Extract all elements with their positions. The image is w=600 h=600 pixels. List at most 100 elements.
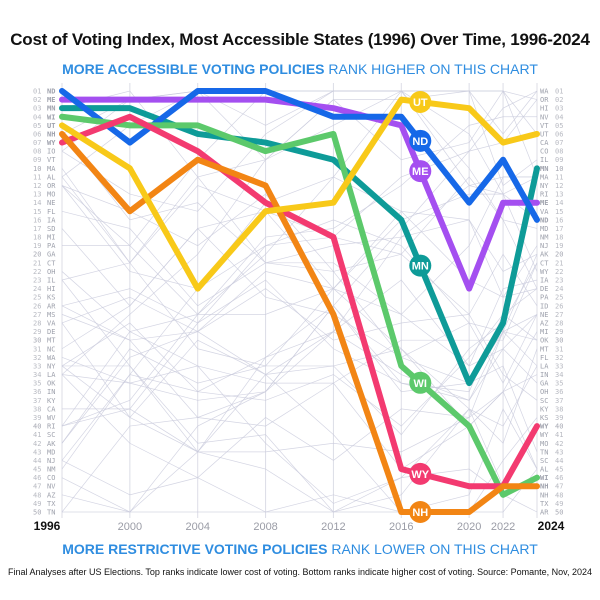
left-state-label: TN (47, 509, 55, 517)
left-rank-07: 07 (33, 139, 41, 147)
x-tick-2020: 2020 (457, 521, 481, 533)
right-state-label: NY (540, 182, 549, 190)
right-state-label: CO (540, 148, 548, 156)
left-state-label: ME (47, 96, 55, 104)
right-state-label: RI (540, 191, 548, 199)
badge-me (409, 160, 432, 183)
background-line (61, 271, 538, 470)
left-state-label: MN (47, 105, 55, 113)
left-state-label: OK (47, 380, 56, 388)
badge-nd (409, 129, 432, 152)
left-state-label: ND (47, 88, 55, 96)
right-rank-07: 07 (555, 139, 563, 147)
right-state-label: MD (540, 225, 548, 233)
series-line-wy (59, 113, 540, 490)
right-state-label: SC (540, 457, 548, 465)
bottom-banner-strong: MORE RESTRICTIVE VOTING POLICIES (62, 541, 328, 557)
background-line (62, 468, 538, 513)
right-state-label: WA (540, 88, 549, 96)
right-state-label: IL (540, 156, 548, 164)
left-state-label: CA (47, 405, 56, 413)
right-state-label: CT (540, 259, 549, 267)
right-rank-40: 40 (555, 423, 563, 431)
left-state-label: SD (47, 225, 55, 233)
right-state-label: NH (540, 491, 548, 499)
right-rank-15: 15 (555, 208, 563, 216)
left-state-label: VA (47, 319, 56, 327)
left-state-label: TX (47, 500, 56, 508)
right-state-label: PA (540, 294, 549, 302)
left-rank-13: 13 (33, 191, 41, 199)
left-rank-41: 41 (33, 431, 41, 439)
left-rank-axis: 01 ND 02 ME 03 MN 04 WI 05 UT 06 NH 07 WY 08 IO 09 VT 10 MA… (33, 88, 56, 517)
left-state-label: GA (47, 251, 56, 259)
right-rank-37: 37 (555, 397, 563, 405)
badge-nh (409, 501, 432, 523)
left-state-label: MT (47, 337, 56, 345)
left-rank-02: 02 (33, 96, 41, 104)
left-rank-27: 27 (33, 311, 41, 319)
left-rank-22: 22 (33, 268, 41, 276)
series-line-ut (59, 96, 540, 292)
left-rank-37: 37 (33, 397, 41, 405)
left-rank-10: 10 (33, 165, 41, 173)
badge-label-nd: ND (412, 136, 428, 148)
left-state-label: WA (47, 354, 56, 362)
background-line (61, 176, 538, 427)
left-rank-47: 47 (33, 483, 41, 491)
right-state-label: NM (540, 234, 548, 242)
left-rank-18: 18 (33, 234, 41, 242)
background-line (61, 219, 538, 461)
top-banner-rest: RANK HIGHER ON THIS CHART (324, 61, 538, 77)
x-tick-2004: 2004 (185, 521, 209, 533)
right-state-label: ND (540, 216, 548, 224)
badge-label-wi: WI (414, 378, 427, 390)
x-tick-2022: 2022 (491, 521, 515, 533)
right-state-label: NH (540, 483, 548, 491)
left-state-label: WI (47, 113, 55, 121)
right-state-label: FL (540, 354, 548, 362)
left-state-label: NV (47, 483, 56, 491)
badge-ut (409, 90, 432, 113)
right-rank-27: 27 (555, 311, 563, 319)
x-tick-2012: 2012 (321, 521, 345, 533)
right-state-label: LA (540, 362, 549, 370)
left-state-label: OH (47, 268, 55, 276)
top-banner: MORE ACCESSIBLE VOTING POLICIES RANK HIG… (0, 61, 600, 77)
x-axis: 1996 2000 2004 2008 2012 2016 2020 2022 2024 (34, 519, 565, 533)
left-rank-14: 14 (33, 199, 41, 207)
right-state-label: NE (540, 311, 548, 319)
left-state-label: NM (47, 466, 55, 474)
background-line (61, 262, 538, 444)
left-state-label: PA (47, 242, 56, 250)
right-rank-axis: WA 01 OR 02 HI 03 NV 04 VT 05 UT 06 CA 07 CO 08 IL 09 MN 10… (540, 88, 563, 517)
left-state-label: KY (47, 397, 56, 405)
badge-wy (409, 462, 432, 485)
right-rank-22: 22 (555, 268, 563, 276)
right-rank-31: 31 (555, 345, 563, 353)
left-state-label: SC (47, 431, 55, 439)
left-rank-06: 06 (33, 130, 41, 138)
left-state-label: DE (47, 328, 55, 336)
right-state-label: OH (540, 388, 548, 396)
left-rank-48: 48 (33, 491, 41, 499)
left-state-label: MO (47, 191, 55, 199)
right-state-label: AR (540, 509, 549, 517)
right-state-label: OR (540, 96, 549, 104)
bottom-banner-rest: RANK LOWER ON THIS CHART (327, 541, 538, 557)
left-state-label: HI (47, 285, 55, 293)
left-rank-16: 16 (33, 216, 41, 224)
right-rank-21: 21 (555, 259, 563, 267)
left-state-label: AR (47, 302, 56, 310)
right-rank-02: 02 (555, 96, 563, 104)
grid (61, 83, 538, 518)
left-rank-19: 19 (33, 242, 41, 250)
left-rank-43: 43 (33, 448, 41, 456)
right-rank-50: 50 (555, 509, 563, 517)
right-rank-45: 45 (555, 466, 563, 474)
chart-title: Cost of Voting Index, Most Accessible St… (10, 30, 590, 49)
right-state-label: WY (540, 423, 549, 431)
left-rank-45: 45 (33, 466, 41, 474)
badge-label-mn: MN (412, 261, 429, 273)
left-rank-11: 11 (33, 173, 41, 181)
